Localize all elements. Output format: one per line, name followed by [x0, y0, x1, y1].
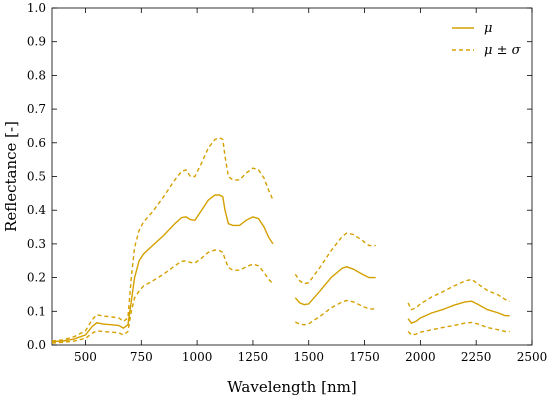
y-axis-ticks: 0.0 0.1 0.2 0.3 0.4 0.5 0.6 0.7 0.8 0.9 1.0 [27, 1, 532, 352]
y-tick-label: 0.9 [27, 35, 46, 49]
plot-area-frame [51, 7, 533, 346]
x-axis-label: Wavelength [nm] [227, 378, 356, 396]
x-tick-label: 500 [74, 350, 97, 364]
series-line [407, 321, 510, 336]
y-axis-label: Reflectance [-] [2, 121, 20, 232]
series-line [407, 300, 510, 324]
series-layer [51, 136, 510, 344]
y-tick-label: 0.7 [27, 102, 46, 116]
series-line [294, 232, 376, 285]
y-tick-label: 0.1 [27, 304, 46, 318]
y-tick-label: 1.0 [27, 1, 46, 15]
legend-label-mu: μ [484, 21, 492, 36]
legend: μ μ ± σ [452, 21, 522, 58]
x-tick-label: 2500 [517, 350, 548, 364]
y-tick-label: 0.5 [27, 170, 46, 184]
series-line [407, 278, 510, 311]
y-tick-label: 0.2 [27, 271, 46, 285]
x-tick-label: 2000 [405, 350, 436, 364]
series-line [51, 136, 274, 342]
series-line [295, 299, 376, 326]
y-tick-label: 0.4 [27, 203, 46, 217]
x-tick-label: 2250 [461, 350, 492, 364]
x-tick-label: 1750 [349, 350, 380, 364]
x-tick-label: 1000 [182, 350, 213, 364]
y-tick-label: 0.6 [27, 136, 46, 150]
y-tick-label: 0.8 [27, 68, 46, 82]
y-tick-label: 0.0 [27, 338, 46, 352]
x-tick-label: 1250 [238, 350, 269, 364]
x-axis-ticks: 500 750 1000 1250 1500 1750 2000 2250 2500 [74, 8, 547, 364]
series-line [51, 194, 274, 343]
x-tick-label: 750 [130, 350, 153, 364]
series-line [51, 249, 274, 344]
x-tick-label: 1500 [293, 350, 324, 364]
series-line [294, 266, 376, 306]
y-tick-label: 0.3 [27, 237, 46, 251]
legend-label-mu-pm-sigma: μ ± σ [484, 43, 522, 58]
